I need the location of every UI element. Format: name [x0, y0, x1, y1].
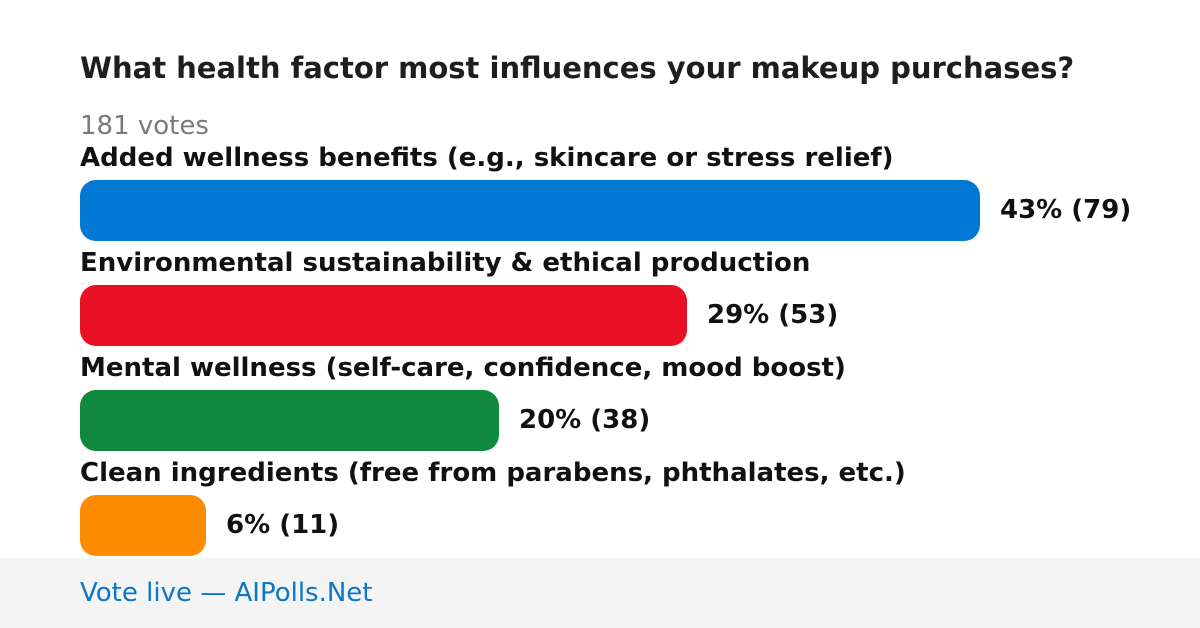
option-value-label-1: 43% (79): [1000, 195, 1132, 225]
vote-count: 181 votes: [80, 111, 209, 141]
option-bar-4: [80, 495, 206, 556]
option-bar-1: [80, 180, 980, 241]
option-value-label-4: 6% (11): [226, 510, 340, 540]
option-value-label-3: 20% (38): [519, 405, 651, 435]
poll-title: What health factor most influences your …: [80, 51, 1075, 85]
option-label-2: Environmental sustainability & ethical p…: [80, 248, 811, 278]
vote-live-link[interactable]: Vote live — AIPolls.Net: [80, 578, 373, 608]
option-label-1: Added wellness benefits (e.g., skincare …: [80, 143, 894, 173]
footer-bar: Vote live — AIPolls.Net: [0, 558, 1200, 628]
option-label-4: Clean ingredients (free from parabens, p…: [80, 458, 906, 488]
option-value-label-2: 29% (53): [707, 300, 839, 330]
option-label-3: Mental wellness (self-care, confidence, …: [80, 353, 846, 383]
option-bar-3: [80, 390, 499, 451]
option-bar-2: [80, 285, 687, 346]
